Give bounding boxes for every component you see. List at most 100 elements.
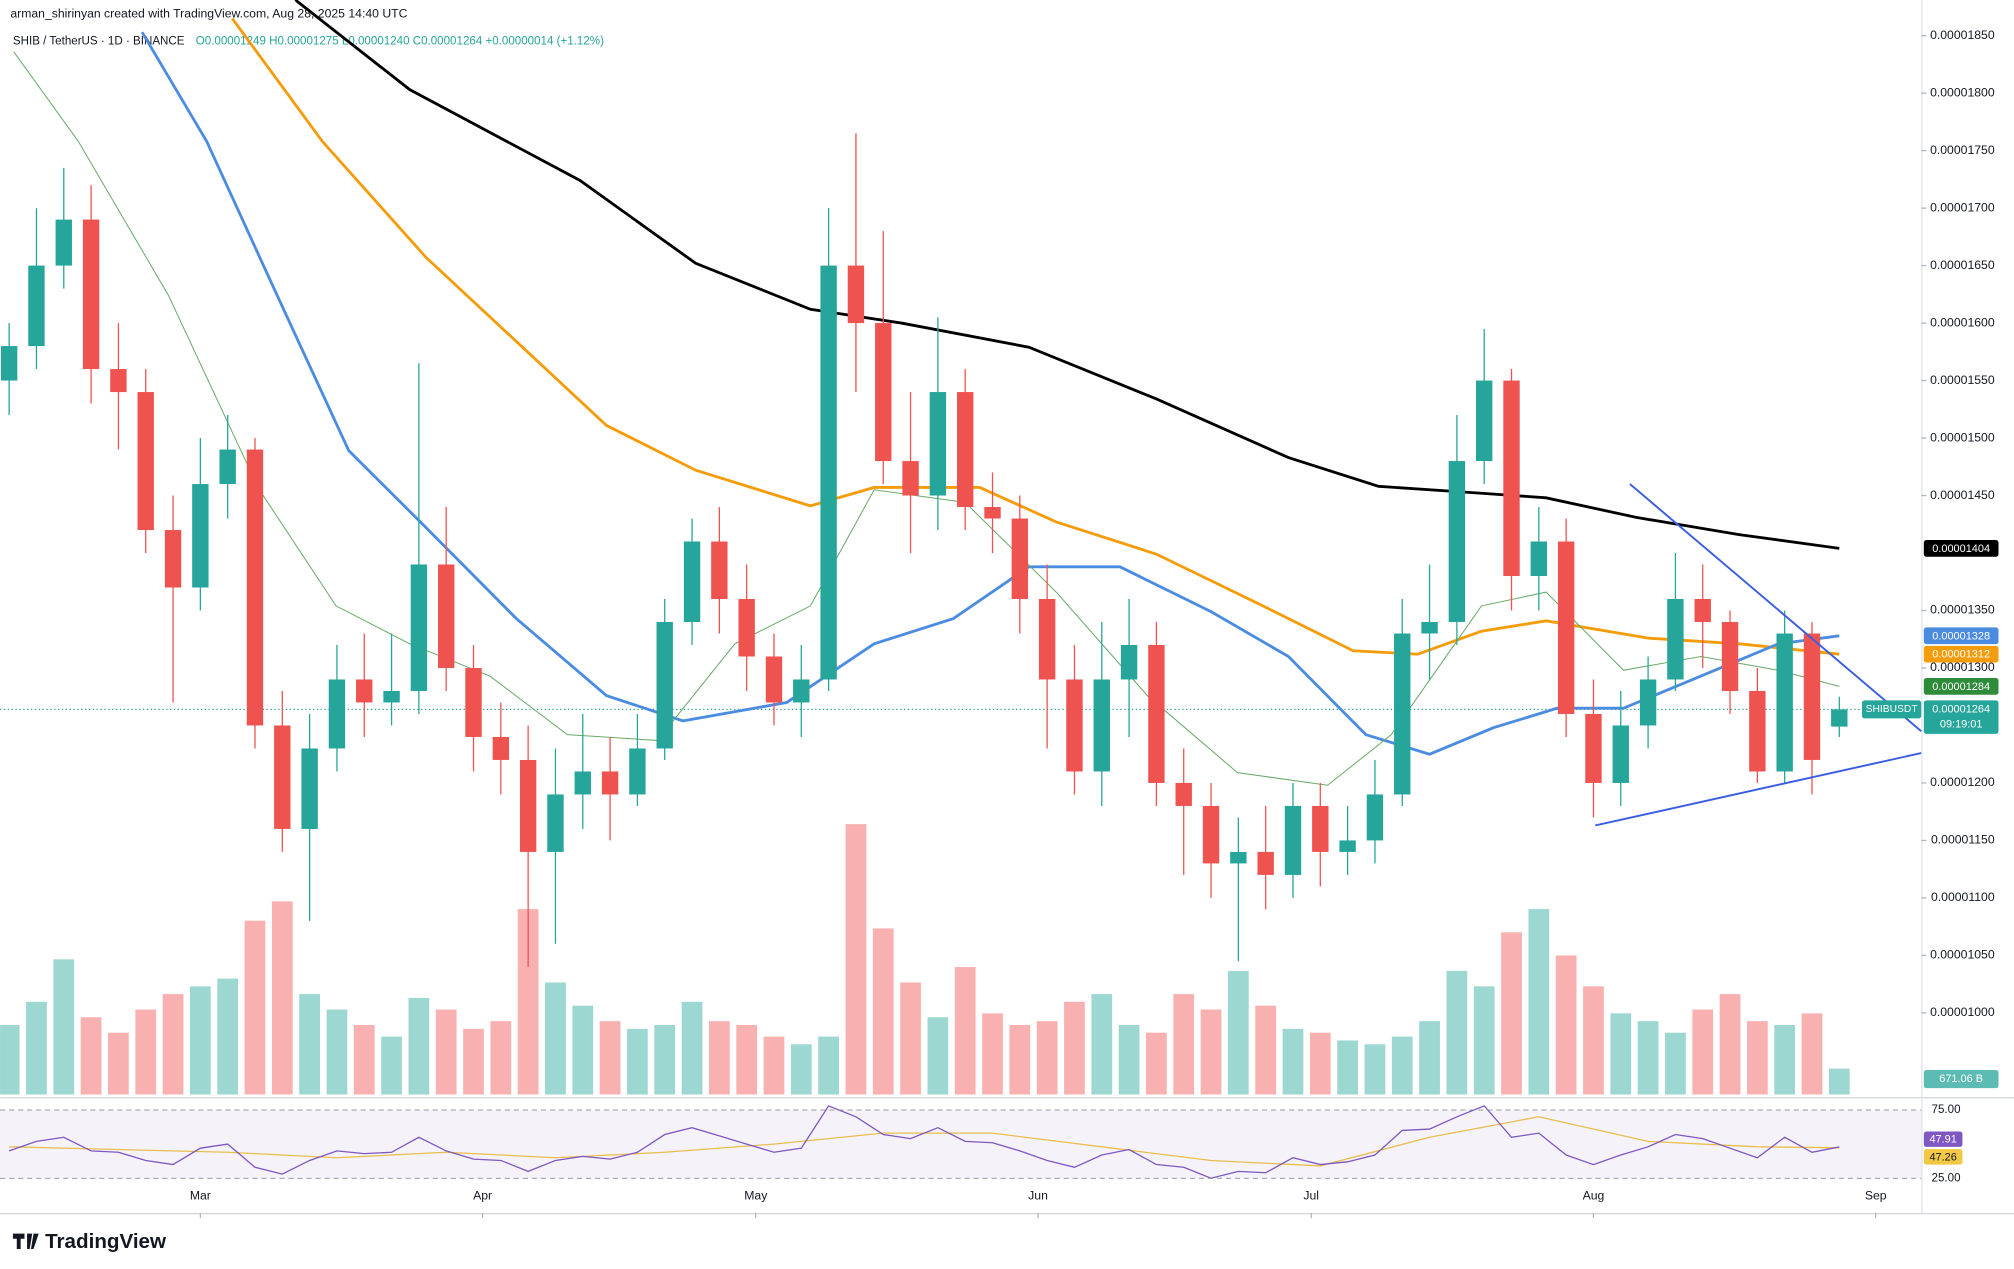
candle-body [1230,851,1247,864]
y-tick-label: 0.00001600 [1930,315,1995,329]
candle-body [711,541,728,599]
candle-body [328,679,346,749]
y-tick-label: 0.00001500 [1930,430,1995,444]
candle-body [629,748,646,795]
volume-bar [326,1009,348,1095]
volume-bar [1173,994,1195,1095]
y-tick-label: 0.00001850 [1930,28,1995,42]
candle-body [1530,541,1548,577]
volume-bar [1746,1021,1768,1095]
volume-bar [736,1024,758,1095]
volume-bar [627,1028,648,1095]
volume-bar [1692,1009,1714,1095]
ma-value-label: 0.00001328 [1932,630,1990,642]
volume-bar [490,1021,512,1095]
credit: arman_shirinyan created with TradingView… [10,6,407,20]
volume-bar [1828,1068,1850,1095]
volume-label-box [1923,1070,1999,1089]
rsi-line [8,1105,1840,1179]
candle-body [1831,709,1848,727]
candle-body [1639,679,1657,726]
x-tick-label: Sep [1865,1188,1887,1202]
candle-body [1066,679,1083,772]
volume-bar [189,986,211,1095]
candle-body [1038,598,1056,680]
moving-average [140,31,1840,756]
candle-body [1776,633,1793,772]
volume-bar [1064,1001,1085,1095]
candle-body [929,392,947,496]
volume-bar [353,1024,375,1095]
volume-bar [1036,1021,1058,1095]
volume-bar [1118,1024,1140,1095]
symbol[interactable]: SHIB / TetherUS · 1D · BINANCE [13,35,185,47]
volume-bar [1255,1005,1277,1095]
candle-body [465,667,482,737]
candle-body [547,794,564,852]
candle-body [601,771,619,795]
y-tick-label: 0.00001300 [1930,660,1995,674]
volume-bar [872,928,894,1095]
volume-bar [435,1009,457,1095]
candle-body [1120,644,1138,680]
x-tick-label: Jun [1028,1188,1048,1202]
candle-body [1257,851,1274,875]
volume-bar [1501,932,1522,1095]
candle-body [1557,541,1575,714]
candle-body [1175,782,1192,806]
candle-body [765,656,783,703]
volume-bar [982,1013,1003,1095]
ma-value-label-box [1923,627,1999,645]
rsi-pane [8,1105,1840,1179]
volume-bar [1473,986,1495,1095]
candle-body [410,564,428,691]
countdown: 09:19:01 [1940,719,1983,731]
candle-body [246,449,264,726]
candle-body [519,759,537,852]
candle-body [902,461,919,496]
candle-body [55,219,72,266]
candle-body [1011,518,1029,599]
trendline [1595,752,1922,827]
candle-body [656,621,673,749]
volume-bar [1282,1028,1304,1095]
candle-body [1721,621,1739,691]
candle-body [1585,713,1602,783]
logo[interactable]: TradingView [12,1230,167,1253]
y-tick-label: 0.00001200 [1930,775,1995,789]
volume-bar [1446,970,1468,1095]
candle-body [1394,633,1411,795]
candle-body [1749,690,1766,772]
volume-bar [271,901,293,1095]
volume-bar [1637,1021,1659,1095]
y-tick-label: 0.00001450 [1930,488,1995,502]
candle-body [219,449,236,485]
volume-bar [0,1024,20,1095]
volume-bar [80,1017,102,1095]
candle-body [1202,805,1220,864]
volume-bar [1309,1032,1331,1095]
candle-body [1448,461,1466,622]
volume-bar [162,994,184,1095]
candle-body [738,598,755,657]
volume-bar [1583,986,1604,1095]
candle-body [1366,794,1384,841]
candle-body [574,771,591,795]
candle-body [438,564,455,668]
candle-body [1093,679,1110,772]
candle-body [28,265,45,347]
candle-body [683,541,701,622]
candle-body [192,484,209,588]
ma-value-label: 0.00001312 [1932,649,1990,661]
trendline [1629,483,1922,732]
ma-value-label-box [1923,645,1999,663]
rsi-ma-value-label-box [1923,1149,1963,1165]
volume-bar [381,1036,402,1095]
volume-bar [845,824,867,1095]
volume-bar [1146,1032,1167,1095]
volume-bar [954,967,976,1095]
ma-value-label-box [1923,540,1999,557]
candle-body [274,725,291,829]
x-tick-label: Jul [1303,1188,1319,1202]
